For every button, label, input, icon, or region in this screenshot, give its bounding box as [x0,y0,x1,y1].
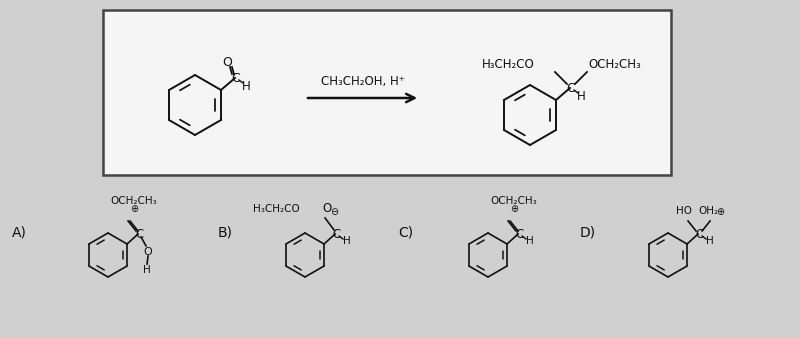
Text: H: H [577,90,586,102]
Text: C: C [695,227,703,241]
Text: CH₃CH₂OH, H⁺: CH₃CH₂OH, H⁺ [321,75,405,88]
Text: HO: HO [676,206,692,216]
Text: OCH₂CH₃: OCH₂CH₃ [110,196,158,206]
Text: C: C [232,72,240,84]
FancyBboxPatch shape [103,10,671,175]
Text: A): A) [12,225,27,239]
Text: C: C [332,227,340,241]
Text: H: H [706,236,714,246]
Text: ⊕: ⊕ [510,204,518,214]
Text: D): D) [580,225,596,239]
Text: O: O [322,202,332,216]
Text: O: O [144,247,153,257]
Text: OCH₂CH₃: OCH₂CH₃ [490,196,538,206]
Text: H₃CH₂CO: H₃CH₂CO [254,204,300,214]
Text: H₃CH₂CO: H₃CH₂CO [482,57,535,71]
Text: B): B) [218,225,233,239]
Text: C: C [566,81,575,95]
Text: OH₂: OH₂ [698,206,718,216]
Text: C): C) [398,225,413,239]
Text: C: C [135,227,143,241]
Text: ⊕: ⊕ [716,207,724,217]
Text: H: H [343,236,351,246]
Text: ⊖: ⊖ [330,207,338,217]
Text: H: H [526,236,534,246]
Text: ⊕: ⊕ [130,204,138,214]
Text: H: H [242,79,250,93]
Text: H: H [143,265,151,275]
Text: O: O [222,55,232,69]
Text: OCH₂CH₃: OCH₂CH₃ [588,57,641,71]
Text: C: C [515,227,523,241]
